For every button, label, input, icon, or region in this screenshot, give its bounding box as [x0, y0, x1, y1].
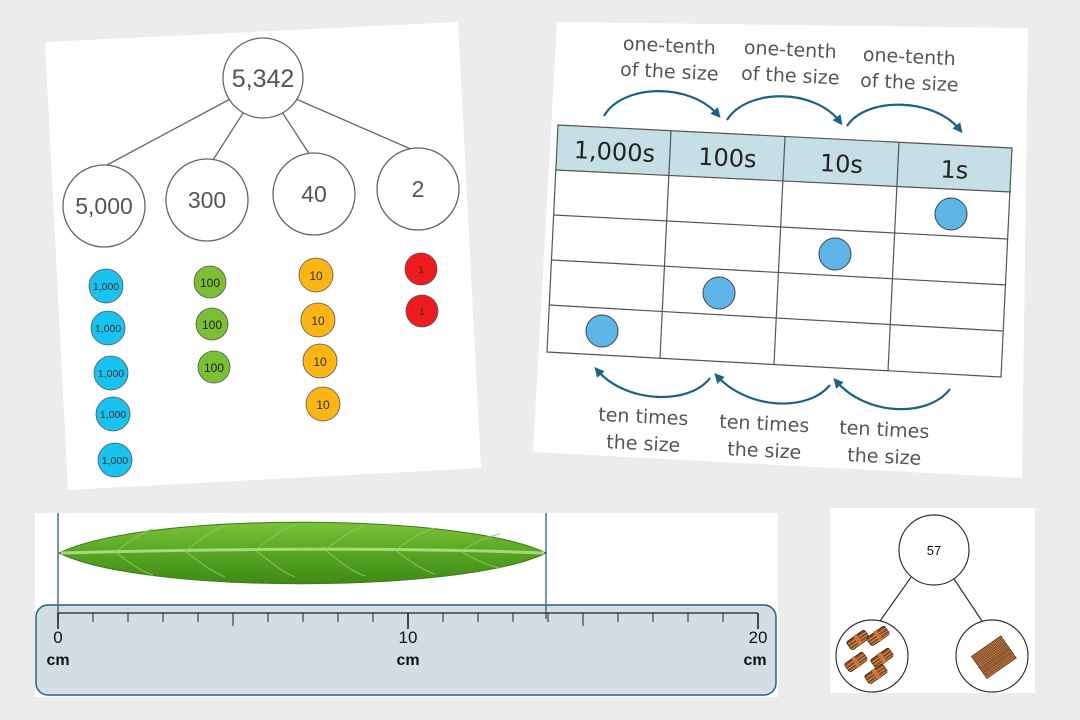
- ten-times-label-line2: the size: [606, 431, 681, 457]
- ruler-unit-0: cm: [46, 652, 69, 669]
- arrow-left-icon: [594, 366, 711, 398]
- counter-ten: 10: [305, 386, 341, 422]
- svg-text:10: 10: [316, 398, 330, 412]
- ruler-label-0: 0: [53, 628, 62, 647]
- ten-times-arrows: [594, 366, 951, 411]
- part-circle-thousands: 5,000: [62, 164, 146, 248]
- bundle-of-ten-sticks-icon: [844, 625, 894, 685]
- svg-text:1,000: 1,000: [100, 409, 126, 421]
- svg-text:1,000: 1,000: [102, 455, 128, 467]
- svg-text:10: 10: [309, 269, 323, 283]
- place-value-grid: [546, 124, 1013, 378]
- ones-circle: [955, 619, 1029, 693]
- whole-value: 57: [927, 543, 941, 558]
- ten-times-label-line2: the size: [847, 444, 922, 470]
- counter-hundreds-column: [702, 276, 736, 310]
- ruler: [35, 604, 777, 696]
- counter-thousands-column: [585, 314, 619, 348]
- one-tenth-label-line1: one-tenth: [862, 44, 956, 71]
- ten-times-label-line1: ten times: [839, 417, 930, 443]
- ruler-panel: 0 cm 10 cm 20 cm: [35, 513, 778, 697]
- counter-one: 1: [405, 294, 439, 328]
- svg-text:10: 10: [313, 355, 327, 369]
- partition-card: [45, 22, 481, 490]
- ten-times-label-line1: ten times: [598, 404, 689, 430]
- ten-times-label-line2: the size: [727, 438, 802, 464]
- ruler-unit-20: cm: [743, 652, 766, 669]
- counter-thousand: 1,000: [93, 355, 129, 391]
- counter-ones-column: [934, 197, 968, 231]
- svg-text:100: 100: [204, 361, 224, 375]
- svg-text:1,000: 1,000: [98, 368, 124, 380]
- part-circle-hundreds: 300: [165, 158, 249, 242]
- column-header-ones: 1s: [940, 155, 969, 184]
- arrow-left-icon: [833, 377, 951, 411]
- counter-thousand: 1,000: [97, 442, 133, 478]
- whole-value: 5,342: [232, 65, 295, 93]
- arrow-right-icon: [603, 90, 721, 119]
- arrow-right-icon: [846, 103, 963, 134]
- column-header-tens: 10s: [819, 149, 863, 179]
- bundles-panel: 57: [830, 508, 1035, 693]
- one-tenth-label-line2: of the size: [741, 63, 840, 90]
- whole-circle: [222, 37, 304, 119]
- arrow-left-icon: [714, 373, 831, 405]
- part-value: 2: [412, 176, 425, 202]
- one-tenth-label-line1: one-tenth: [743, 37, 837, 64]
- counter-thousand: 1,000: [95, 396, 131, 432]
- part-circle-ones: 2: [376, 147, 460, 231]
- svg-text:1,000: 1,000: [95, 323, 121, 335]
- svg-text:1: 1: [418, 265, 424, 276]
- counter-hundred: 100: [195, 307, 229, 341]
- ruler-label-20: 20: [749, 628, 768, 647]
- counter-thousand: 1,000: [90, 310, 126, 346]
- svg-text:100: 100: [202, 318, 222, 332]
- svg-text:100: 100: [200, 276, 220, 290]
- partition-lines: [106, 97, 414, 166]
- one-tenth-label-line2: of the size: [860, 70, 959, 97]
- leaf: [57, 521, 548, 585]
- counter-tens-column: [818, 237, 852, 271]
- svg-text:1,000: 1,000: [93, 281, 119, 293]
- column-header-thousands: 1,000s: [573, 136, 655, 168]
- whole-circle: [898, 514, 970, 586]
- arrow-right-icon: [726, 95, 843, 126]
- svg-text:1: 1: [419, 307, 425, 318]
- ruler-unit-10: cm: [396, 652, 419, 669]
- counter-hundred: 100: [197, 350, 231, 384]
- svg-text:10: 10: [311, 314, 325, 328]
- thousands-counters: 1,000 1,000 1,000 1,000 1,000: [88, 268, 133, 478]
- one-tenth-label-line2: of the size: [620, 59, 719, 86]
- counter-hundred: 100: [193, 265, 227, 299]
- part-value: 5,000: [75, 193, 133, 219]
- counter-ten: 10: [298, 257, 334, 293]
- one-tenth-arrows: [603, 90, 963, 134]
- ones-counters: 1 1: [404, 252, 439, 328]
- column-header-hundreds: 100s: [698, 143, 758, 174]
- hundreds-counters: 100 100 100: [193, 265, 231, 384]
- counter-ten: 10: [300, 302, 336, 338]
- tens-counters: 10 10 10 10: [298, 257, 341, 422]
- ruler-ticks: [57, 613, 759, 629]
- part-value: 300: [188, 187, 226, 213]
- ruler-label-10: 10: [399, 628, 418, 647]
- counter-ten: 10: [302, 343, 338, 379]
- counter-thousand: 1,000: [88, 268, 124, 304]
- part-value: 40: [301, 181, 327, 207]
- part-circle-tens: 40: [272, 152, 356, 236]
- ten-times-label-line1: ten times: [719, 411, 810, 437]
- counter-one: 1: [404, 252, 438, 286]
- one-tenth-label-line1: one-tenth: [622, 33, 716, 60]
- single-sticks-icon: [970, 635, 1017, 680]
